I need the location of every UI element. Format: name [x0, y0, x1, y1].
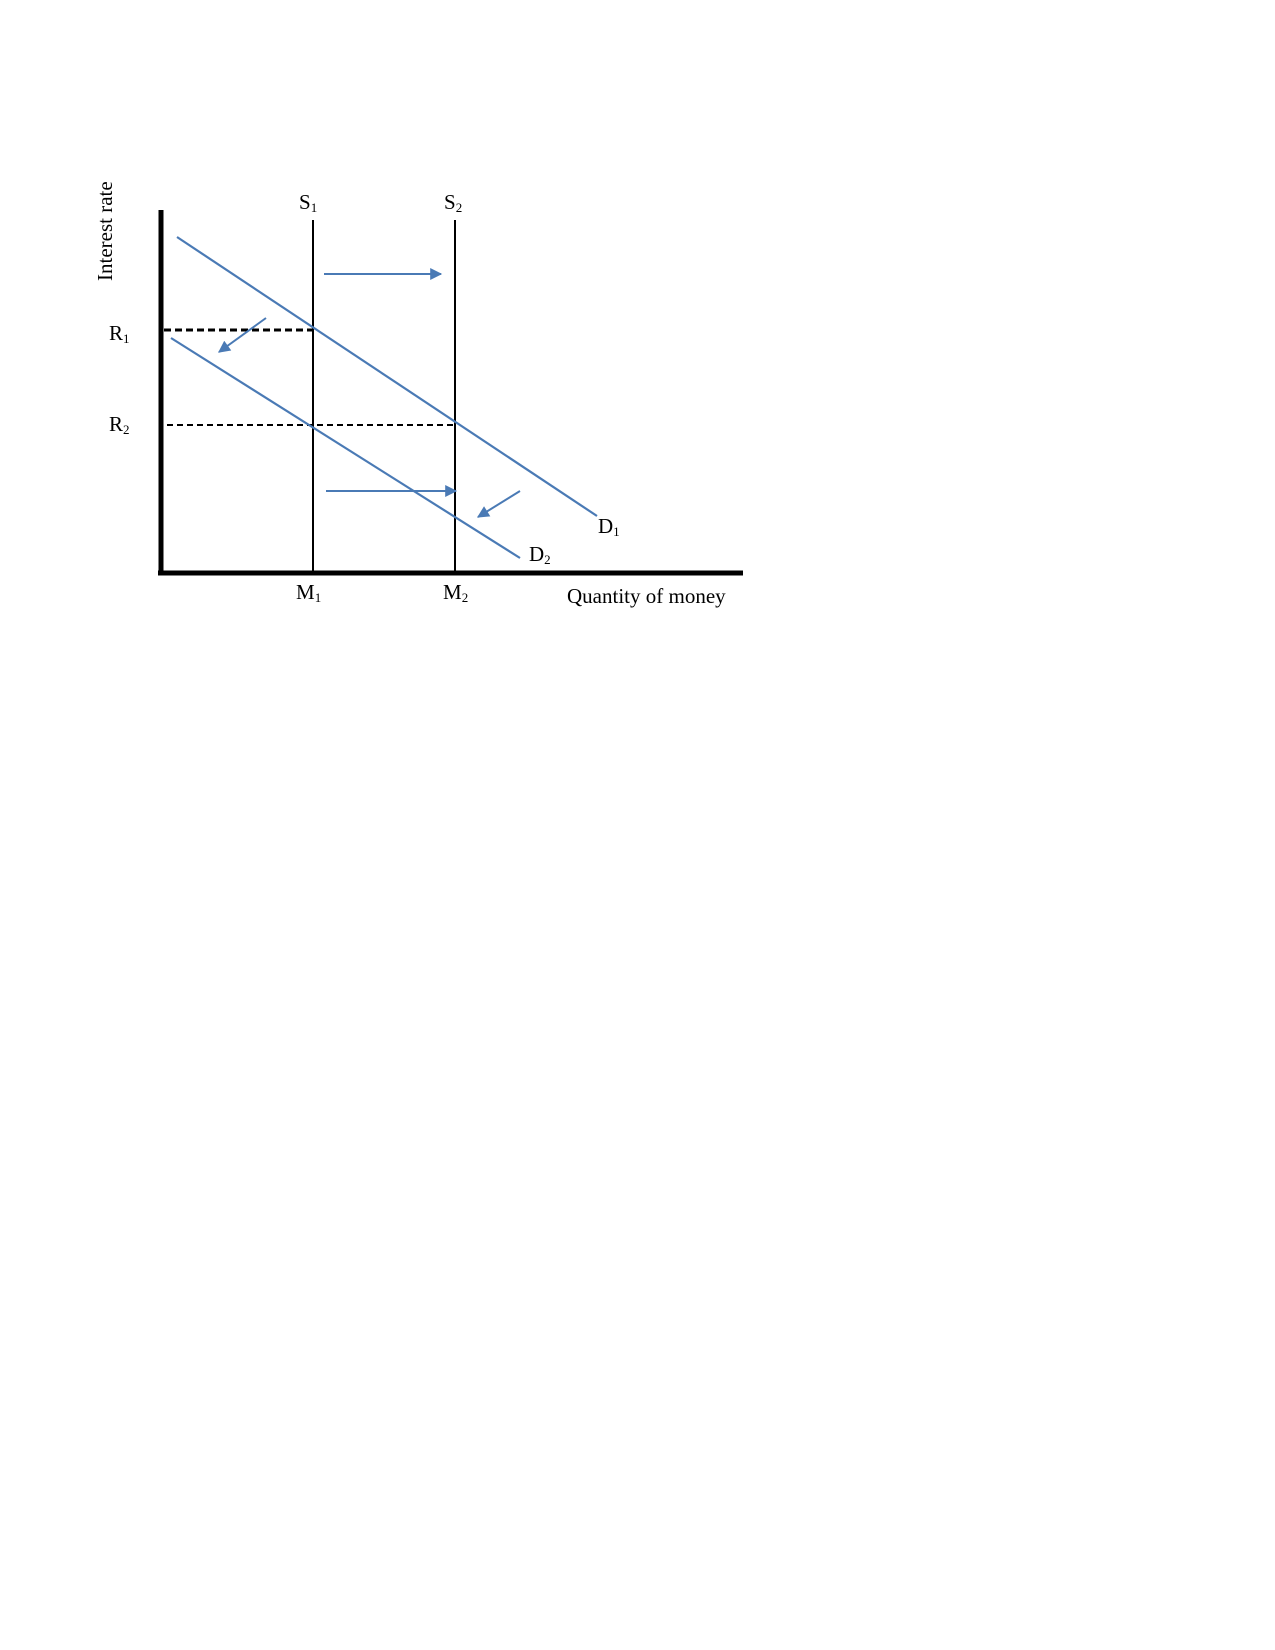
label-s2: S2: [444, 190, 462, 215]
x-axis-label: Quantity of money: [567, 584, 726, 608]
label-r2: R2: [109, 412, 130, 437]
label-d1: D1: [598, 514, 620, 539]
y-axis-label: Interest rate: [93, 181, 117, 281]
demand-shift-arrow-upper: [218, 317, 267, 353]
label-s1: S1: [299, 190, 317, 215]
label-m1: M1: [296, 580, 321, 605]
demand-curve-d2: [170, 337, 521, 559]
demand-shift-arrow-lower: [476, 490, 521, 518]
label-d2: D2: [529, 542, 551, 567]
label-m2: M2: [443, 580, 468, 605]
label-r1: R1: [109, 321, 130, 346]
demand-curve-d1: [176, 236, 598, 517]
